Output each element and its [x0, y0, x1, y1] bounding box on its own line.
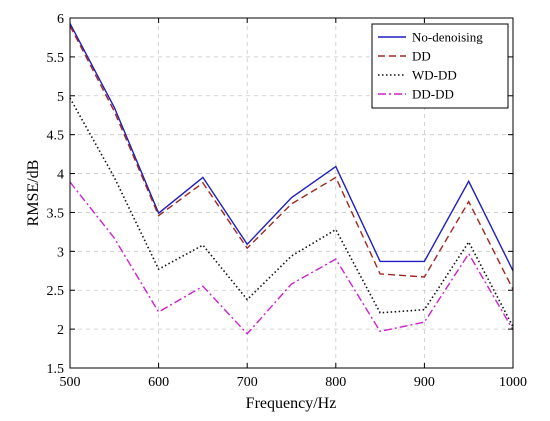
- series-line-dd-dd: [69, 181, 514, 335]
- x-tick-label: 700: [237, 375, 258, 390]
- y-tick-label: 4.5: [47, 129, 65, 144]
- y-tick-label: 4: [57, 168, 64, 183]
- y-tick-label: 1.5: [47, 362, 65, 377]
- axis-ticks: 500 600 700 800 900 1000 1.5 2 2.5 3 3.5 4 4.5 5 5.5 6: [47, 12, 528, 390]
- series-line-no-denoising: [69, 23, 514, 272]
- legend-label: No-denoising: [412, 30, 483, 45]
- x-tick-label: 1000: [499, 375, 527, 390]
- legend-label: DD: [412, 49, 431, 64]
- legend-label: WD-DD: [412, 68, 457, 83]
- y-axis-label: RMSE/dB: [25, 160, 42, 227]
- y-tick-label: 3: [57, 245, 64, 260]
- x-axis-label: Frequency/Hz: [246, 395, 337, 412]
- y-tick-label: 5: [57, 90, 64, 105]
- legend: No-denoising DD WD-DD DD-DD: [371, 23, 509, 109]
- x-tick-label: 800: [325, 375, 346, 390]
- y-tick-label: 5.5: [47, 51, 65, 66]
- x-tick-label: 600: [148, 375, 169, 390]
- y-tick-label: 2: [57, 323, 64, 338]
- series-line-wd-dd: [69, 97, 514, 328]
- x-tick-label: 900: [414, 375, 435, 390]
- y-tick-label: 2.5: [47, 284, 65, 299]
- legend-label: DD-DD: [412, 87, 454, 102]
- plot-frame: [69, 17, 514, 369]
- y-tick-label: 3.5: [47, 206, 65, 221]
- series-lines: [69, 23, 514, 335]
- y-tick-label: 6: [57, 12, 64, 27]
- x-tick-label: 500: [60, 375, 81, 390]
- series-line-dd: [69, 25, 514, 290]
